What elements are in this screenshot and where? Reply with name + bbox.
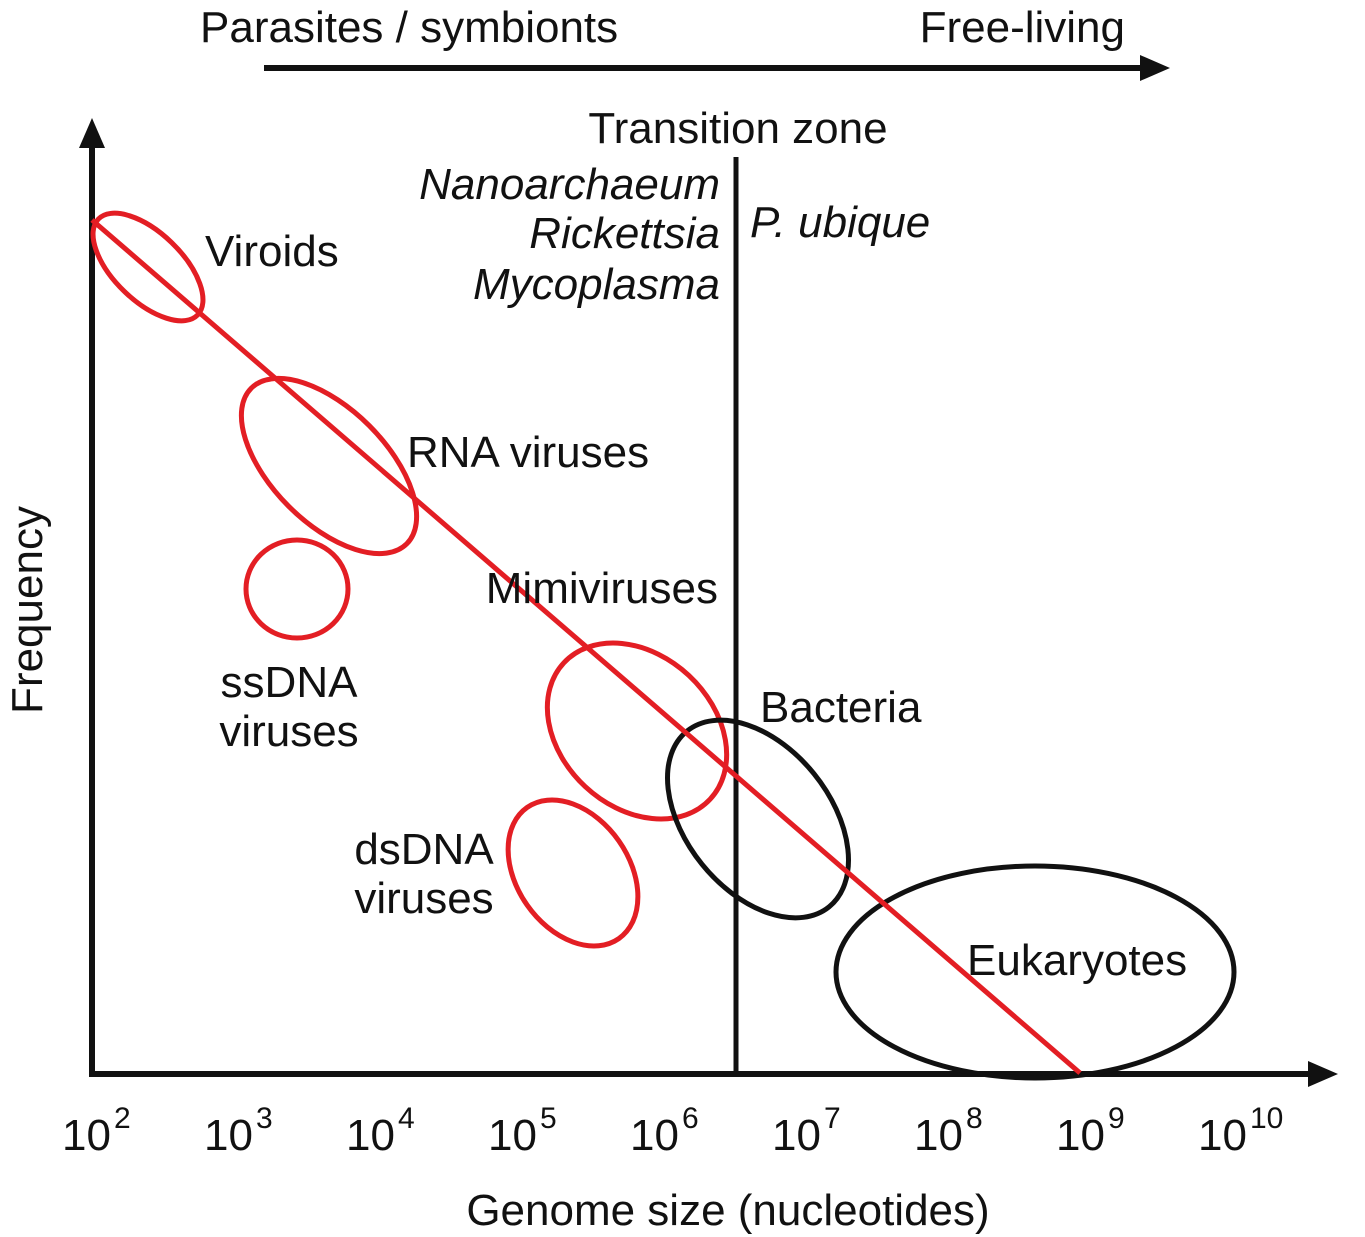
dsdna-viruses-label-line1: dsDNA [354,825,494,874]
x-tick-label: 10 2 [62,1102,131,1160]
taxon-nanoarchaeum: Nanoarchaeum [419,160,720,209]
x-tick-label: 10 4 [346,1102,415,1160]
taxon-rickettsia: Rickettsia [529,209,720,258]
rna-viruses-label: RNA viruses [407,428,649,477]
x-tick-label: 10 6 [630,1102,699,1160]
viroids-label: Viroids [205,227,339,276]
viroids-ellipse [90,210,206,324]
x-tick-label: 10 5 [488,1102,557,1160]
ssdna-viruses-label-line1: ssDNA [221,658,359,707]
taxon-p-ubique: P. ubique [750,198,930,247]
eukaryotes-label: Eukaryotes [967,936,1187,985]
x-tick-labels: 10 2 10 3 10 4 10 5 10 6 10 7 10 8 10 9 10 10 [62,1102,1283,1160]
x-axis-label: Genome size (nucleotides) [466,1186,989,1235]
dsdna-viruses-ellipse [505,797,641,949]
transition-zone-title: Transition zone [588,104,887,153]
mimiviruses-label: Mimiviruses [486,564,718,613]
ssdna-viruses-label-line2: viruses [219,707,358,756]
ssdna-viruses-ellipse [243,537,351,641]
taxon-mycoplasma: Mycoplasma [473,260,720,309]
x-tick-label: 10 7 [772,1102,841,1160]
y-axis-arrow-head [79,118,105,148]
x-tick-label: 10 3 [204,1102,273,1160]
x-tick-label: 10 8 [914,1102,983,1160]
free-living-label: Free-living [920,3,1125,52]
mimiviruses-ellipse [544,640,730,822]
eukaryotes-ellipse [833,863,1237,1081]
parasites-symbionts-label: Parasites / symbionts [200,3,618,52]
dsdna-viruses-label-line2: viruses [354,874,493,923]
x-tick-label: 10 10 [1198,1102,1283,1160]
lifestyle-arrow-head [1140,55,1170,81]
trend-line [90,218,1082,1075]
x-axis-arrow-head [1308,1061,1338,1087]
bacteria-label: Bacteria [760,683,922,732]
x-tick-label: 10 9 [1056,1102,1125,1160]
rna-viruses-ellipse [238,375,420,557]
y-axis-label: Frequency [3,506,52,714]
